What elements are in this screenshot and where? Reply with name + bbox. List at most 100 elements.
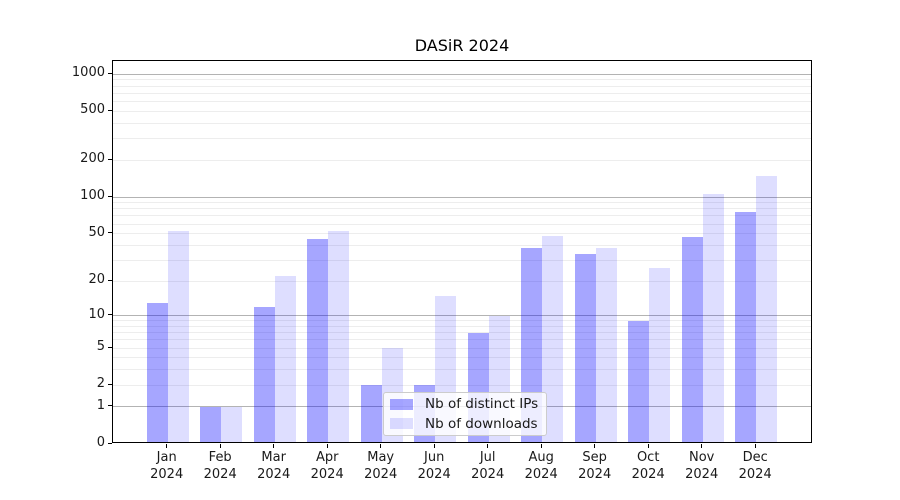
gridline-30	[113, 259, 811, 261]
y-tick-label-0: 0	[96, 435, 105, 450]
y-tick-label-500: 500	[80, 102, 105, 118]
gridline-40	[113, 244, 811, 246]
x-tick-mark-jul	[487, 443, 489, 448]
bar-distinct-ips-jan	[146, 302, 168, 442]
y-tick-label-2: 2	[96, 376, 105, 392]
gridline-400	[113, 122, 811, 124]
x-tick-mark-apr	[326, 443, 328, 448]
bar-distinct-ips-feb	[200, 406, 222, 442]
bar-distinct-ips-apr	[307, 239, 329, 442]
gridline-8	[113, 325, 811, 327]
legend-item-downloads: Nb of downloads	[390, 416, 546, 432]
x-tick-label-mar: Mar 2024	[257, 450, 291, 482]
bar-downloads-jan	[167, 230, 189, 442]
y-tick-mark-100	[108, 195, 112, 197]
gridline-300	[113, 138, 811, 140]
gridline-2	[113, 384, 811, 386]
y-tick-mark-500	[108, 109, 112, 111]
legend-swatch-downloads	[390, 418, 413, 430]
bar-downloads-aug	[542, 235, 564, 442]
x-tick-mark-oct	[647, 443, 649, 448]
bar-downloads-mar	[274, 276, 296, 442]
gridline-800	[113, 85, 811, 87]
x-tick-mark-feb	[219, 443, 221, 448]
gridline-70	[113, 215, 811, 217]
bar-downloads-oct	[649, 267, 671, 442]
gridline-50	[113, 233, 811, 235]
x-tick-mark-dec	[754, 443, 756, 448]
gridline-500	[113, 110, 811, 112]
bar-distinct-ips-nov	[681, 236, 703, 442]
gridline-20	[113, 280, 811, 282]
y-tick-label-5: 5	[96, 339, 105, 355]
y-tick-mark-10	[108, 314, 112, 316]
x-tick-label-jul: Jul 2024	[471, 450, 505, 482]
gridline-200	[113, 159, 811, 161]
bar-downloads-nov	[702, 194, 724, 442]
gridline-5	[113, 347, 811, 349]
gridline-900	[113, 79, 811, 81]
gridline-700	[113, 92, 811, 94]
legend-item-distinct-ips: Nb of distinct IPs	[390, 396, 546, 412]
legend-label-downloads: Nb of downloads	[425, 415, 538, 432]
bar-downloads-dec	[756, 175, 778, 442]
x-tick-mark-jan	[166, 443, 168, 448]
gridline-100	[113, 196, 811, 198]
x-tick-label-may: May 2024	[364, 450, 398, 482]
y-tick-label-10: 10	[88, 306, 105, 322]
x-tick-label-apr: Apr 2024	[310, 450, 344, 482]
gridline-80	[113, 208, 811, 210]
gridline-7	[113, 332, 811, 334]
gridline-600	[113, 101, 811, 103]
y-tick-mark-1000	[108, 72, 112, 74]
legend: Nb of distinct IPs Nb of downloads	[383, 392, 547, 436]
gridline-3	[113, 369, 811, 371]
y-tick-mark-200	[108, 158, 112, 160]
bars-layer	[113, 61, 811, 442]
x-tick-mark-sep	[594, 443, 596, 448]
y-tick-mark-20	[108, 279, 112, 281]
bar-distinct-ips-dec	[735, 212, 757, 442]
legend-swatch-distinct-ips	[390, 398, 413, 410]
bar-distinct-ips-sep	[574, 253, 596, 442]
x-tick-mark-jun	[433, 443, 435, 448]
y-tick-label-200: 200	[80, 151, 105, 167]
bar-distinct-ips-may	[360, 385, 382, 442]
bar-downloads-feb	[221, 406, 243, 442]
y-tick-label-100: 100	[80, 188, 105, 204]
gridline-9	[113, 320, 811, 322]
gridlines-layer	[113, 61, 811, 442]
x-tick-label-aug: Aug 2024	[524, 450, 558, 482]
gridline-6	[113, 339, 811, 341]
y-tick-mark-50	[108, 232, 112, 234]
y-tick-label-1: 1	[96, 397, 105, 413]
bar-downloads-apr	[328, 230, 350, 442]
bar-distinct-ips-oct	[628, 320, 650, 442]
y-tick-mark-2	[108, 383, 112, 385]
bar-downloads-sep	[595, 247, 617, 442]
x-tick-label-nov: Nov 2024	[685, 450, 719, 482]
y-tick-mark-5	[108, 346, 112, 348]
x-tick-label-jan: Jan 2024	[150, 450, 184, 482]
gridline-1000	[113, 73, 811, 75]
x-tick-label-oct: Oct 2024	[631, 450, 665, 482]
x-tick-mark-aug	[540, 443, 542, 448]
y-tick-mark-1	[108, 405, 112, 407]
y-tick-label-20: 20	[88, 272, 105, 288]
plot-area	[112, 60, 812, 443]
chart-title: DASiR 2024	[414, 36, 510, 55]
y-tick-mark-0	[108, 442, 112, 444]
x-tick-label-jun: Jun 2024	[417, 450, 451, 482]
gridline-10	[113, 315, 811, 317]
y-tick-label-1000: 1000	[71, 65, 105, 81]
x-tick-label-feb: Feb 2024	[203, 450, 237, 482]
x-tick-mark-mar	[273, 443, 275, 448]
x-tick-label-sep: Sep 2024	[578, 450, 612, 482]
gridline-4	[113, 357, 811, 359]
x-tick-mark-nov	[701, 443, 703, 448]
x-tick-label-dec: Dec 2024	[738, 450, 772, 482]
legend-label-distinct-ips: Nb of distinct IPs	[425, 396, 539, 413]
x-tick-mark-may	[380, 443, 382, 448]
bar-distinct-ips-mar	[253, 306, 275, 442]
gridline-60	[113, 223, 811, 225]
